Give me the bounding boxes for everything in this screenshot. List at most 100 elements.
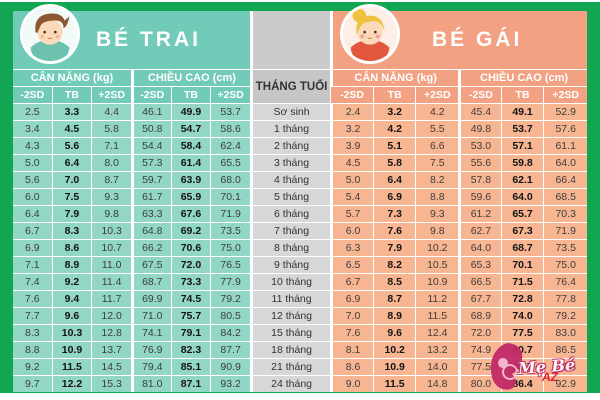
girl-height-cell: 57.8 xyxy=(459,172,501,188)
boy-weight-cell: 7.5 xyxy=(52,189,92,205)
boy-weight-cell: 3.4 xyxy=(13,121,52,137)
girl-weight-cell: 5.7 xyxy=(331,206,373,222)
boy-weight-cell: 2.5 xyxy=(13,104,52,120)
girl-weight-cell: 10.2 xyxy=(416,240,459,256)
boy-weight-cell: 8.7 xyxy=(92,172,131,188)
girl-weight-cell: 5.1 xyxy=(373,138,416,154)
boy-height-cell: 68.7 xyxy=(131,274,171,290)
girl-weight-cell: 4.5 xyxy=(331,155,373,171)
girl-height-cell: 61.1 xyxy=(544,138,587,154)
month-cell: 12 tháng xyxy=(250,308,331,324)
boy-weight-cell: 7.1 xyxy=(13,257,52,273)
girl-panel-title: BÉ GÁI xyxy=(431,28,523,51)
girl-height-cell: 62.1 xyxy=(501,172,544,188)
month-cell: 10 tháng xyxy=(250,274,331,290)
boy-weight-cell: 15.3 xyxy=(92,376,131,392)
boy-panel-banner: BÉ TRAI xyxy=(13,3,250,69)
girl-weight-cell: 3.2 xyxy=(331,121,373,137)
boy-avatar-icon xyxy=(19,3,81,65)
boy-weight-cell: 12.2 xyxy=(52,376,92,392)
boy-sd-header: TB xyxy=(171,87,211,103)
boy-weight-cell: 4.3 xyxy=(13,138,52,154)
girl-panel-banner: BÉ GÁI xyxy=(331,3,587,69)
boy-height-cell: 67.6 xyxy=(171,206,211,222)
boy-weight-cell: 8.6 xyxy=(52,240,92,256)
girl-weight-cell: 7.9 xyxy=(373,240,416,256)
boy-weight-cell: 7.6 xyxy=(13,291,52,307)
boy-height-cell: 61.4 xyxy=(171,155,211,171)
boy-height-cell: 69.9 xyxy=(131,291,171,307)
girl-weight-cell: 7.3 xyxy=(373,206,416,222)
boy-height-cell: 54.4 xyxy=(131,138,171,154)
girl-height-cell: 67.3 xyxy=(501,223,544,239)
girl-weight-cell: 5.4 xyxy=(331,189,373,205)
girl-height-cell: 61.2 xyxy=(459,206,501,222)
boy-weight-cell: 6.4 xyxy=(52,155,92,171)
girl-height-cell: 57.1 xyxy=(501,138,544,154)
girl-height-cell: 62.7 xyxy=(459,223,501,239)
girl-height-cell: 45.4 xyxy=(459,104,501,120)
month-cell: 7 tháng xyxy=(250,223,331,239)
boy-weight-cell: 12.0 xyxy=(92,308,131,324)
boy-height-cell: 46.1 xyxy=(131,104,171,120)
girl-height-cell: 89.8 xyxy=(544,359,587,375)
boy-sd-header: +2SD xyxy=(92,87,131,103)
girl-weight-cell: 14.8 xyxy=(416,376,459,392)
boy-weight-cell: 6.0 xyxy=(13,189,52,205)
boy-weight-cell: 7.9 xyxy=(52,206,92,222)
boy-height-cell: 66.2 xyxy=(131,240,171,256)
girl-height-cell: 72.0 xyxy=(459,325,501,341)
boy-weight-cell: 10.9 xyxy=(52,342,92,358)
girl-weight-cell: 8.2 xyxy=(416,172,459,188)
boy-height-cell: 65.9 xyxy=(171,189,211,205)
boy-height-cell: 67.5 xyxy=(131,257,171,273)
boy-weight-cell: 7.4 xyxy=(13,274,52,290)
girl-height-cell: 70.1 xyxy=(501,257,544,273)
girl-weight-cell: 4.2 xyxy=(416,104,459,120)
boy-weight-cell: 6.7 xyxy=(13,223,52,239)
girl-weight-cell: 5.5 xyxy=(416,121,459,137)
girl-height-cell: 49.1 xyxy=(501,104,544,120)
boy-height-cell: 93.2 xyxy=(211,376,250,392)
girl-sd-header: +2SD xyxy=(544,87,587,103)
month-column-header: THÁNG TUỔI xyxy=(250,70,331,103)
boy-panel-title: BÉ TRAI xyxy=(95,28,201,51)
boy-weight-cell: 14.5 xyxy=(92,359,131,375)
girl-weight-cell: 6.9 xyxy=(331,291,373,307)
girl-weight-cell: 10.2 xyxy=(373,342,416,358)
girl-height-cell: 71.9 xyxy=(544,223,587,239)
girl-weight-cell: 5.0 xyxy=(331,172,373,188)
girl-height-cell: 68.9 xyxy=(459,308,501,324)
girl-height-cell: 83.0 xyxy=(544,325,587,341)
boy-height-cell: 77.9 xyxy=(211,274,250,290)
girl-weight-cell: 10.9 xyxy=(416,274,459,290)
growth-table: BÉ TRAI BÉ GÁI CÂN NẶNG (kg) CHIỀU CAO (… xyxy=(13,3,587,392)
girl-weight-cell: 6.0 xyxy=(331,223,373,239)
month-cell: Sơ sinh xyxy=(250,104,331,120)
boy-weight-cell: 3.3 xyxy=(52,104,92,120)
boy-weight-cell: 11.4 xyxy=(92,274,131,290)
boy-height-group-header: CHIỀU CAO (cm) xyxy=(131,70,250,86)
girl-weight-cell: 8.1 xyxy=(331,342,373,358)
girl-weight-cell: 11.5 xyxy=(373,376,416,392)
girl-weight-cell: 8.9 xyxy=(373,308,416,324)
girl-height-cell: 53.7 xyxy=(501,121,544,137)
boy-weight-group-header: CÂN NẶNG (kg) xyxy=(13,70,131,86)
girl-weight-cell: 6.9 xyxy=(373,189,416,205)
girl-sd-header: TB xyxy=(501,87,544,103)
boy-weight-cell: 8.9 xyxy=(52,257,92,273)
boy-height-cell: 68.0 xyxy=(211,172,250,188)
boy-height-cell: 57.3 xyxy=(131,155,171,171)
boy-weight-cell: 9.8 xyxy=(92,206,131,222)
girl-height-cell: 59.6 xyxy=(459,189,501,205)
girl-height-cell: 77.5 xyxy=(459,359,501,375)
boy-height-cell: 73.3 xyxy=(171,274,211,290)
boy-weight-cell: 9.3 xyxy=(92,189,131,205)
girl-weight-cell: 3.9 xyxy=(331,138,373,154)
boy-weight-cell: 5.6 xyxy=(13,172,52,188)
girl-height-cell: 64.0 xyxy=(544,155,587,171)
boy-height-cell: 63.9 xyxy=(171,172,211,188)
girl-height-cell: 65.7 xyxy=(501,206,544,222)
boy-weight-cell: 6.4 xyxy=(13,206,52,222)
boy-weight-cell: 4.5 xyxy=(52,121,92,137)
